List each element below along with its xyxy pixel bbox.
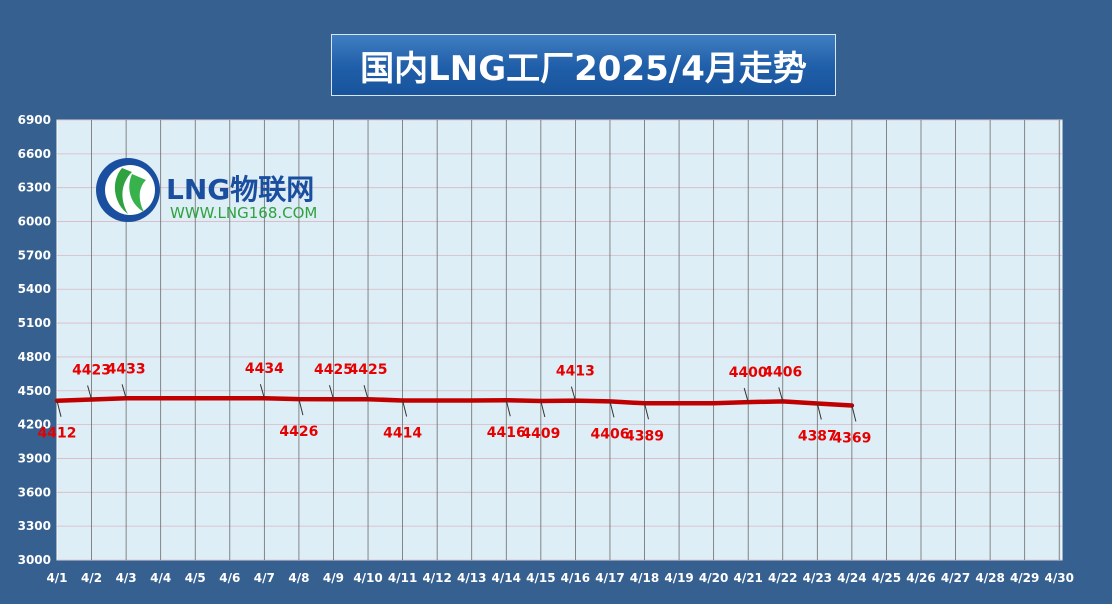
x-tick-label: 4/28 bbox=[975, 571, 1004, 585]
data-label: 4425 bbox=[314, 362, 353, 378]
label-leader bbox=[540, 400, 546, 418]
logo-brand-text: LNG物联网 bbox=[166, 173, 315, 206]
data-label: 4425 bbox=[349, 362, 388, 378]
x-tick-label: 4/24 bbox=[837, 571, 866, 585]
data-label: 4412 bbox=[38, 426, 77, 442]
y-tick-label: 6600 bbox=[18, 147, 51, 161]
y-tick-label: 4500 bbox=[18, 384, 51, 398]
label-leader bbox=[570, 386, 576, 401]
y-tick-label: 3600 bbox=[18, 485, 51, 499]
x-tick-label: 4/22 bbox=[768, 571, 797, 585]
data-label: 4406 bbox=[590, 426, 629, 442]
data-label: 4387 bbox=[798, 429, 837, 445]
horizontal-gridlines bbox=[57, 119, 1062, 561]
lng-logo-icon bbox=[96, 158, 160, 222]
x-tick-label: 4/9 bbox=[323, 571, 344, 585]
x-tick-label: 4/12 bbox=[422, 571, 451, 585]
data-label: 4414 bbox=[383, 425, 422, 441]
x-tick-label: 4/18 bbox=[630, 571, 659, 585]
x-tick-label: 4/16 bbox=[561, 571, 590, 585]
x-tick-label: 4/4 bbox=[150, 571, 171, 585]
x-tick-label: 4/10 bbox=[353, 571, 382, 585]
x-tick-label: 4/19 bbox=[664, 571, 693, 585]
x-tick-label: 4/27 bbox=[941, 571, 970, 585]
x-tick-label: 4/5 bbox=[185, 571, 206, 585]
x-tick-label: 4/3 bbox=[116, 571, 137, 585]
label-leader bbox=[851, 405, 857, 422]
series-line bbox=[54, 395, 855, 408]
label-leader bbox=[402, 400, 408, 417]
x-tick-label: 4/21 bbox=[733, 571, 762, 585]
x-tick-label: 4/8 bbox=[288, 571, 309, 585]
x-tick-label: 4/17 bbox=[595, 571, 624, 585]
data-label: 4433 bbox=[107, 361, 146, 377]
y-tick-label: 6000 bbox=[18, 215, 51, 229]
label-leader bbox=[121, 384, 127, 399]
x-tick-label: 4/23 bbox=[803, 571, 832, 585]
y-tick-label: 5400 bbox=[18, 282, 51, 296]
label-leader bbox=[644, 403, 650, 420]
label-leader-lines bbox=[56, 384, 857, 422]
data-label: 4400 bbox=[729, 365, 768, 381]
y-axis-ticks: 3000 3300 3600 3900 4200 4500 4800 5100 5400 5700… bbox=[18, 113, 51, 567]
label-leader bbox=[328, 385, 334, 400]
x-tick-label: 4/30 bbox=[1045, 571, 1074, 585]
x-tick-label: 4/6 bbox=[219, 571, 240, 585]
y-tick-label: 5100 bbox=[18, 316, 51, 330]
y-tick-label: 5700 bbox=[18, 248, 51, 262]
y-tick-label: 3000 bbox=[18, 553, 51, 567]
x-tick-label: 4/13 bbox=[457, 571, 486, 585]
data-label: 4434 bbox=[245, 361, 284, 377]
data-label: 4409 bbox=[521, 426, 560, 442]
x-tick-label: 4/2 bbox=[81, 571, 102, 585]
label-leader bbox=[505, 400, 511, 417]
y-tick-label: 4200 bbox=[18, 418, 51, 432]
data-label: 4423 bbox=[72, 362, 111, 378]
x-tick-label: 4/1 bbox=[46, 571, 67, 585]
logo-url-text: WWW.LNG168.COM bbox=[170, 204, 318, 222]
x-tick-label: 4/11 bbox=[388, 571, 417, 585]
chart-title: 国内LNG工厂2025/4月走势 bbox=[331, 34, 836, 96]
data-label: 4406 bbox=[763, 364, 802, 380]
data-label: 4413 bbox=[556, 364, 595, 380]
lng-logo-watermark: LNG物联网 WWW.LNG168.COM bbox=[92, 154, 372, 226]
x-tick-label: 4/15 bbox=[526, 571, 555, 585]
y-tick-label: 3300 bbox=[18, 519, 51, 533]
data-label: 4389 bbox=[625, 428, 664, 444]
label-leader bbox=[609, 401, 615, 418]
y-tick-label: 6300 bbox=[18, 181, 51, 195]
x-tick-label: 4/25 bbox=[872, 571, 901, 585]
label-leader bbox=[778, 387, 784, 402]
y-tick-label: 3900 bbox=[18, 451, 51, 465]
x-tick-label: 4/26 bbox=[906, 571, 935, 585]
x-tick-label: 4/20 bbox=[699, 571, 728, 585]
data-label: 4369 bbox=[832, 431, 871, 447]
x-tick-label: 4/14 bbox=[492, 571, 521, 585]
label-leader bbox=[298, 398, 304, 416]
data-label: 4416 bbox=[487, 425, 526, 441]
label-leader bbox=[259, 384, 265, 399]
x-tick-label: 4/29 bbox=[1010, 571, 1039, 585]
label-leader bbox=[743, 387, 749, 403]
y-tick-label: 4800 bbox=[18, 350, 51, 364]
data-label: 4426 bbox=[279, 424, 318, 440]
label-leader bbox=[363, 385, 369, 400]
label-leader bbox=[56, 400, 62, 417]
label-leader bbox=[816, 403, 822, 420]
label-leader bbox=[87, 385, 93, 400]
y-tick-label: 6900 bbox=[18, 113, 51, 127]
vertical-gridlines bbox=[91, 120, 1060, 560]
x-tick-label: 4/7 bbox=[254, 571, 275, 585]
x-axis-ticks: 4/1 4/2 4/3 4/4 4/5 4/6 4/7 4/8 4/9 4/10 4/11 4/12 4… bbox=[46, 571, 1074, 585]
